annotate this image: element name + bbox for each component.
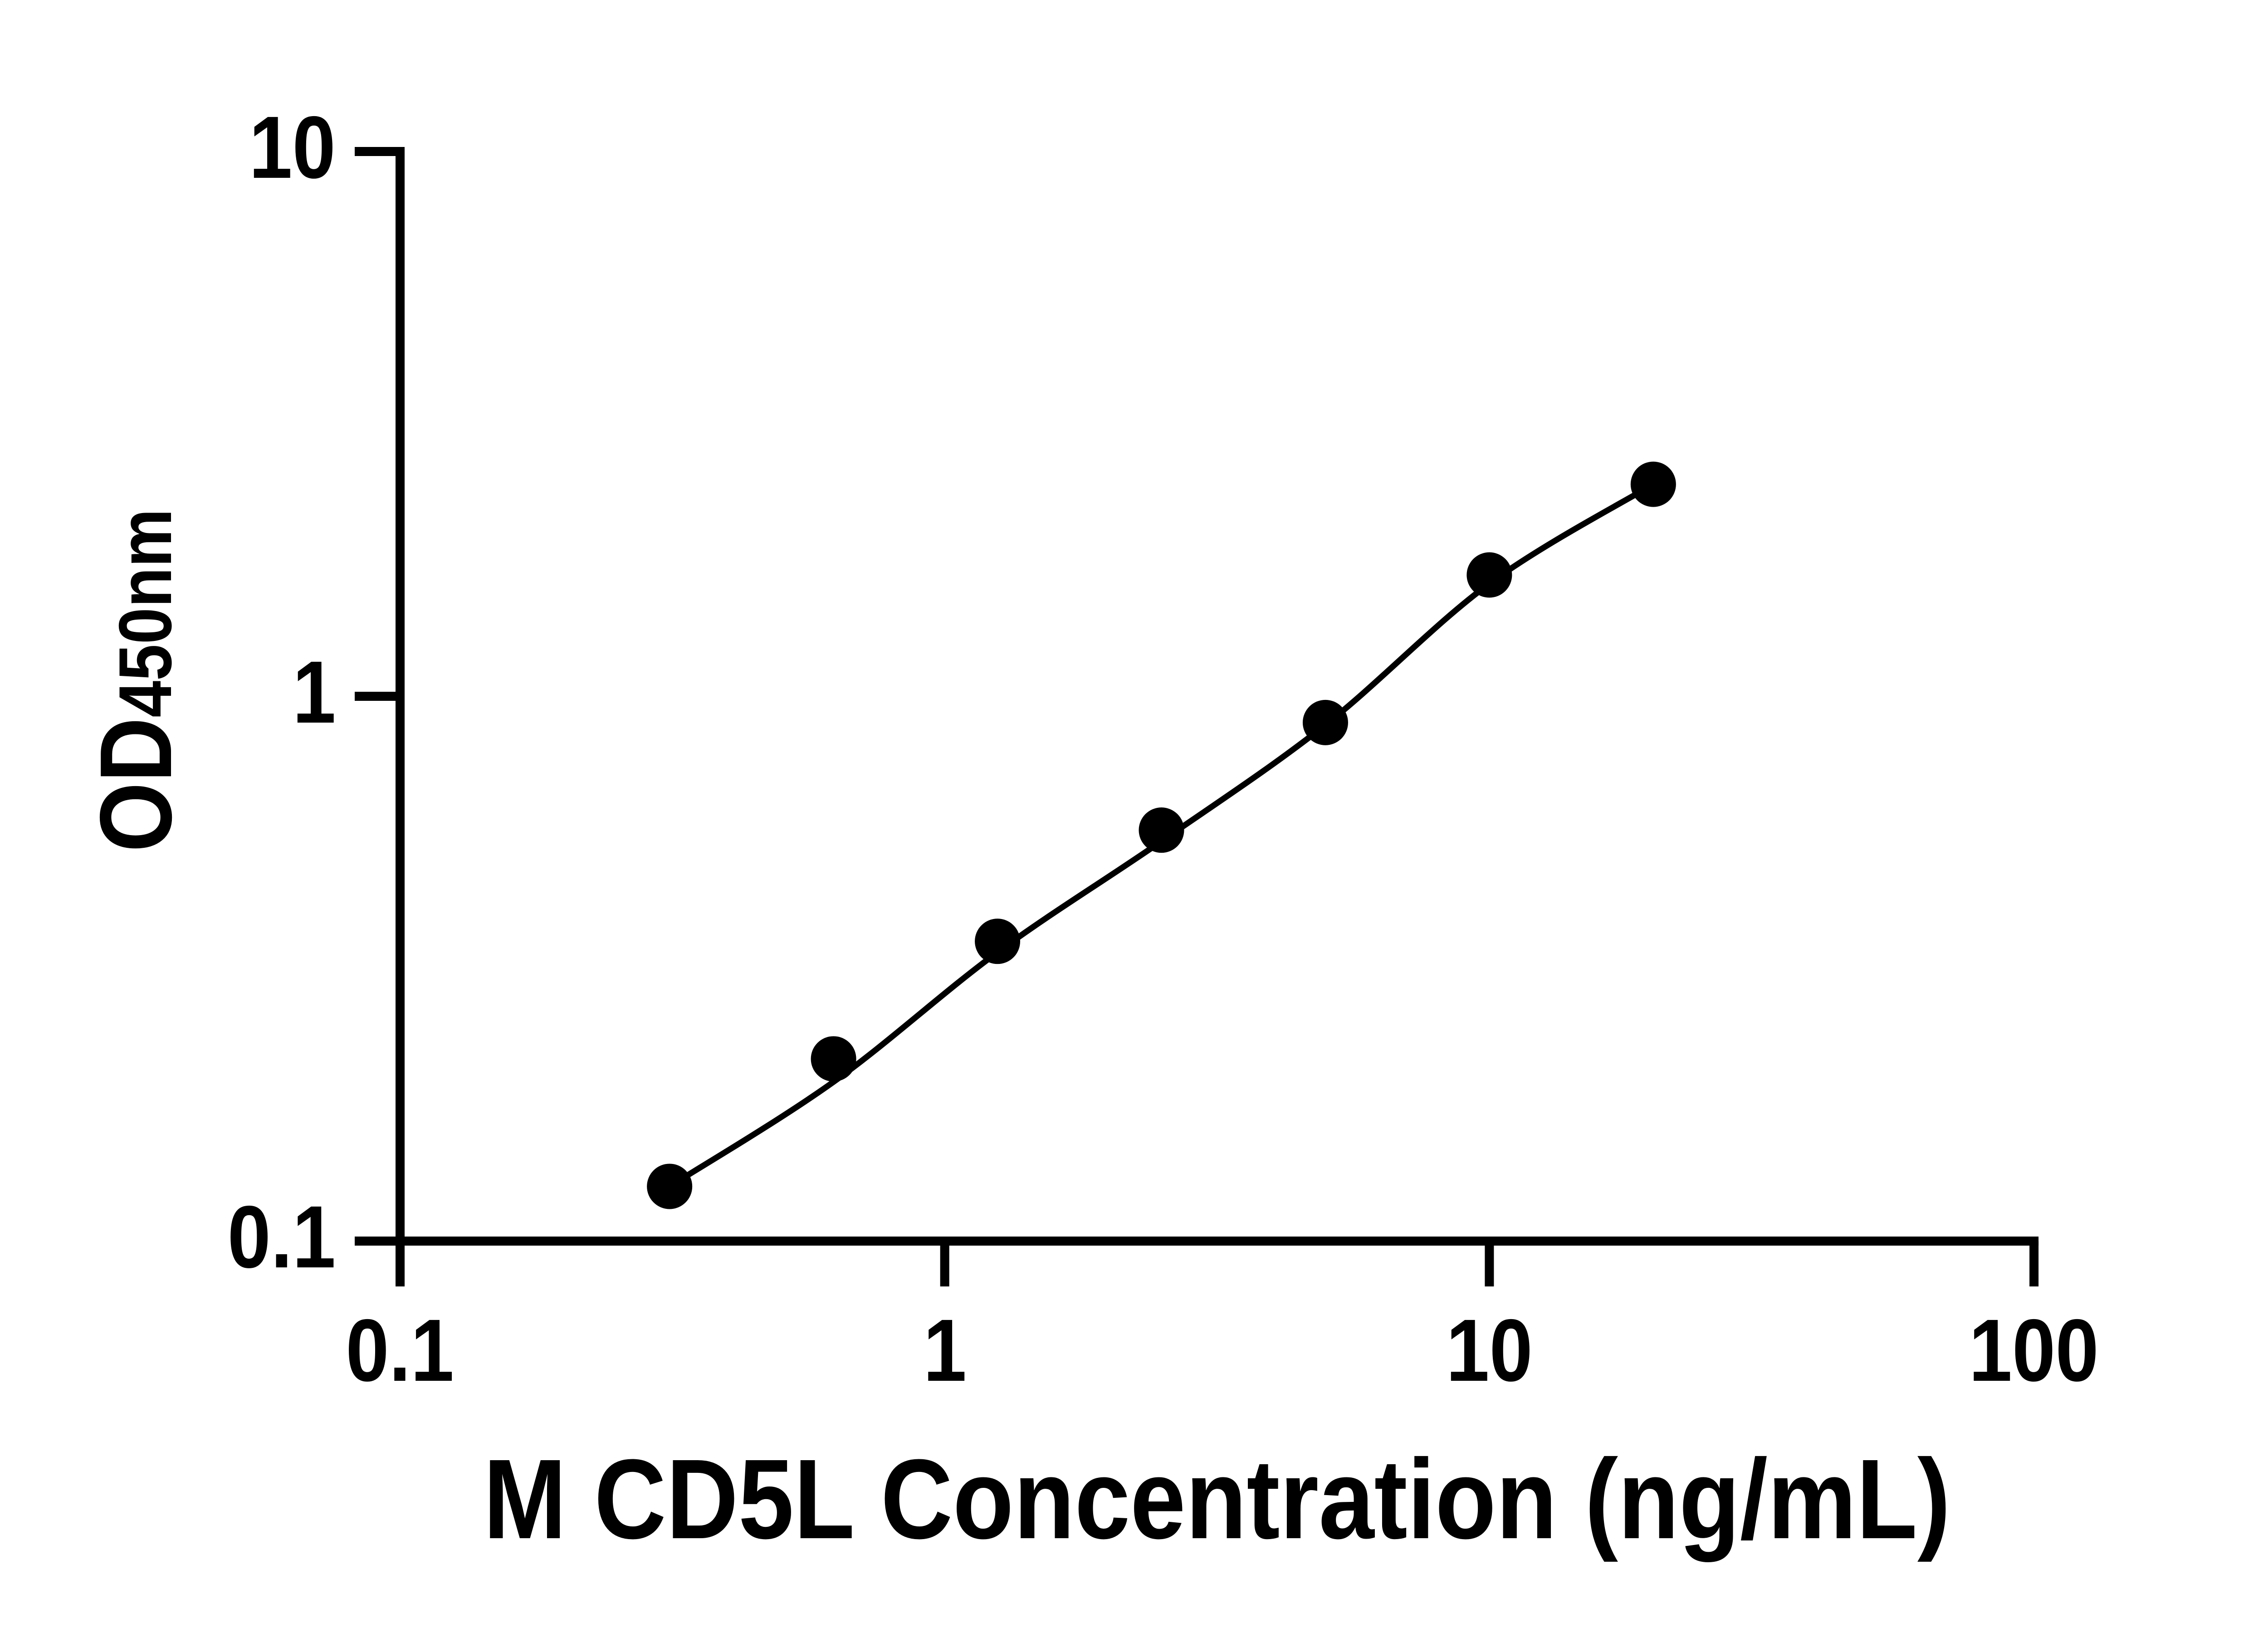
data-point [1630,461,1676,507]
data-point [975,919,1021,964]
x-tick-label: 0.1 [346,1301,455,1400]
x-tick-label: 10 [1446,1301,1533,1400]
data-point [1302,699,1348,745]
x-axis-title-text: M CD5L Concentration (ng/mL) [483,1436,1951,1562]
data-point [811,1036,856,1082]
x-tick-label: 1 [923,1301,967,1400]
x-tick-label: 100 [1969,1301,2099,1400]
data-point [1139,807,1184,853]
y-axis-title-main: OD [78,717,193,852]
y-tick-label: 1 [292,643,336,742]
data-point [647,1164,693,1209]
y-tick-label: 0.1 [227,1188,336,1286]
y-tick-label: 10 [249,98,336,197]
x-axis-title: M CD5L Concentration (ng/mL) [310,1440,2124,1558]
data-point [1466,552,1512,598]
